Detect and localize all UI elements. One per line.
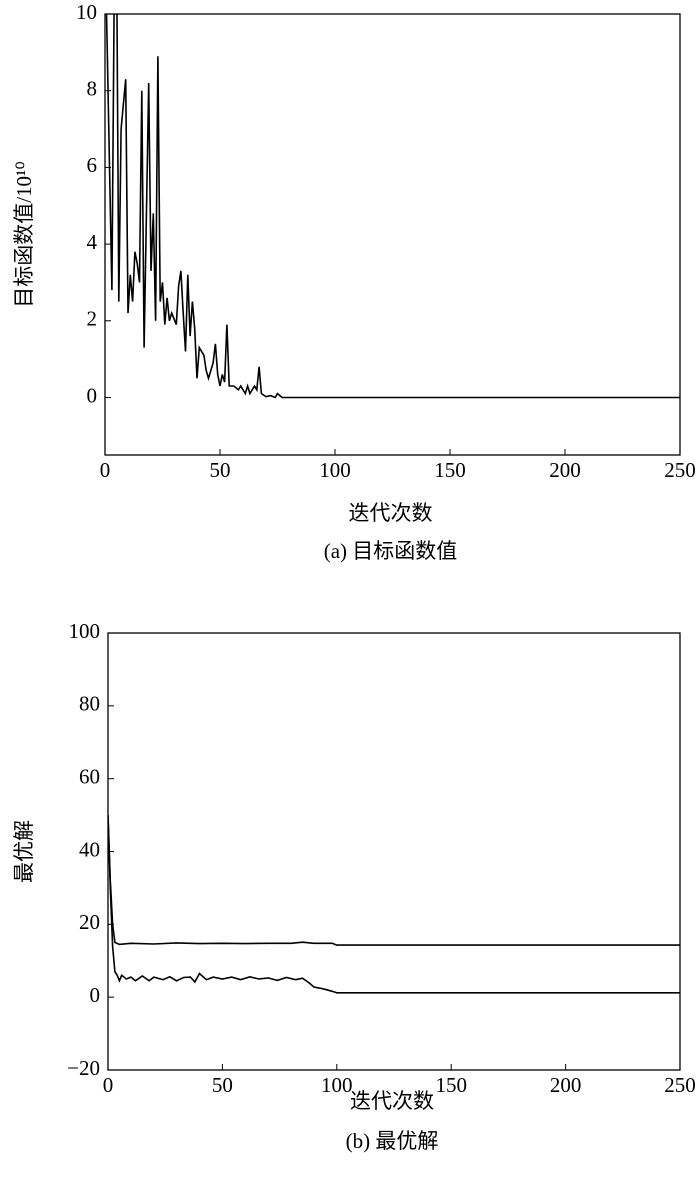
y-axis-label: 最优解 xyxy=(12,820,36,883)
x-axis-label: 迭代次数 xyxy=(349,501,433,525)
y-axis-label: 目标函数值/10¹⁰ xyxy=(12,161,36,308)
y-tick-label: 40 xyxy=(79,837,100,861)
caption: (b) 最优解 xyxy=(346,1129,439,1153)
x-tick-label: 100 xyxy=(319,458,351,482)
y-tick-label: 20 xyxy=(79,910,100,934)
x-axis-label: 迭代次数 xyxy=(350,1089,434,1113)
x-tick-label: 150 xyxy=(434,458,466,482)
x-tick-label: 50 xyxy=(210,458,231,482)
x-tick-label: 0 xyxy=(103,1073,114,1097)
plot-frame xyxy=(104,13,681,456)
y-tick-label: 2 xyxy=(87,307,98,331)
y-tick-label: 6 xyxy=(87,153,98,177)
y-tick-label: 80 xyxy=(79,692,100,716)
caption: (a) 目标函数值 xyxy=(324,539,458,563)
y-tick-label: 100 xyxy=(69,619,101,643)
line xyxy=(108,815,680,946)
x-tick-label: 200 xyxy=(550,1073,582,1097)
y-tick-label: 0 xyxy=(90,983,101,1007)
y-tick-label: 10 xyxy=(76,0,97,24)
y-tick-label: 4 xyxy=(87,230,98,254)
line xyxy=(108,815,680,994)
plot-frame xyxy=(107,632,681,1071)
x-tick-label: 250 xyxy=(664,458,696,482)
line xyxy=(105,14,680,399)
y-tick-label: 0 xyxy=(87,383,98,407)
x-tick-label: 200 xyxy=(549,458,581,482)
x-tick-label: 0 xyxy=(100,458,111,482)
y-tick-label: 60 xyxy=(79,764,100,788)
x-tick-label: 250 xyxy=(664,1073,696,1097)
x-tick-label: 100 xyxy=(321,1073,353,1097)
x-tick-label: 150 xyxy=(435,1073,467,1097)
y-tick-label: 8 xyxy=(87,77,98,101)
y-tick-label: −20 xyxy=(67,1056,100,1080)
x-tick-label: 50 xyxy=(212,1073,233,1097)
